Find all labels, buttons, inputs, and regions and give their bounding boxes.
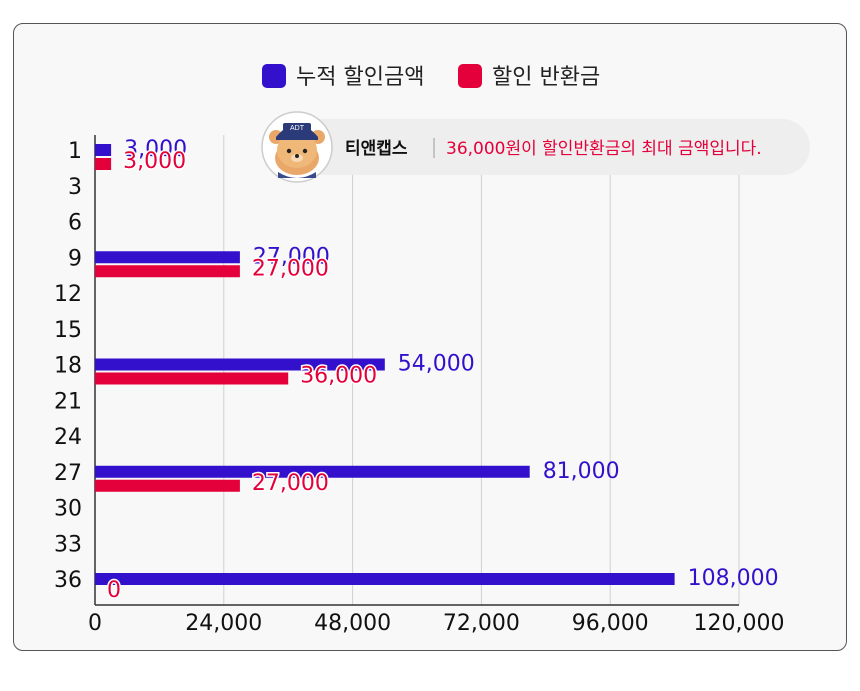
tooltip-brand: 티앤캡스 <box>345 139 408 159</box>
bar-accumulated <box>95 144 112 156</box>
value-label-accumulated: 81,000 <box>543 459 620 484</box>
bar-accumulated <box>95 358 385 371</box>
y-tick-label: 6 <box>68 211 82 236</box>
value-label-refund: 36,000 <box>300 364 377 389</box>
y-tick-label: 33 <box>54 532 82 557</box>
legend-swatch-refund <box>458 64 482 88</box>
value-label-accumulated: 108,000 <box>688 566 779 591</box>
y-tick-label: 12 <box>54 282 82 307</box>
mascot-cap-text: ADT <box>290 125 305 132</box>
y-tick-label: 21 <box>54 389 82 414</box>
y-tick-label: 24 <box>54 425 82 450</box>
value-label-accumulated: 3,000 <box>124 137 187 162</box>
x-tick-label: 24,000 <box>185 611 262 636</box>
value-label-refund: 27,000 <box>252 256 329 281</box>
value-label-refund: 3,000 <box>123 149 186 174</box>
bar-refund <box>95 158 112 170</box>
y-tick-label: 15 <box>54 318 82 343</box>
y-tick-label: 30 <box>54 497 82 522</box>
bar-refund <box>95 265 240 278</box>
y-tick-label: 9 <box>68 246 82 271</box>
x-tick-label: 48,000 <box>314 611 391 636</box>
y-tick-label: 18 <box>54 354 82 379</box>
y-tick-label: 1 <box>68 139 82 164</box>
bar-refund <box>95 372 289 385</box>
x-tick-label: 120,000 <box>694 611 785 636</box>
legend-swatch-accumulated <box>262 64 286 88</box>
value-label-refund: 0 <box>107 578 121 603</box>
bar-accumulated <box>95 573 675 585</box>
x-tick-label: 72,000 <box>443 611 520 636</box>
y-tick-label: 27 <box>54 461 82 486</box>
value-label-accumulated: 27,000 <box>253 244 330 269</box>
y-tick-label: 36 <box>54 568 82 593</box>
x-tick-label: 96,000 <box>572 611 649 636</box>
y-tick-label: 3 <box>68 175 82 200</box>
legend-label-refund: 할인 반환금 <box>492 65 600 90</box>
legend: 누적 할인금액 할인 반환금 <box>262 64 600 90</box>
x-tick-label: 0 <box>88 611 102 636</box>
tooltip: ADT 티앤캡스 36,000원이 할인반환금의 최대 금액입니다. <box>261 111 810 183</box>
value-label-refund: 27,000 <box>252 471 329 496</box>
tooltip-message: 36,000원이 할인반환금의 최대 금액입니다. <box>446 139 762 159</box>
bear-mascot-icon: ADT <box>261 111 333 183</box>
bar-accumulated <box>95 251 240 264</box>
value-label-accumulated: 54,000 <box>398 352 475 377</box>
legend-label-accumulated: 누적 할인금액 <box>296 65 424 90</box>
tooltip-bubble <box>292 119 810 175</box>
bar-accumulated <box>95 465 530 478</box>
bar-refund <box>95 479 240 492</box>
